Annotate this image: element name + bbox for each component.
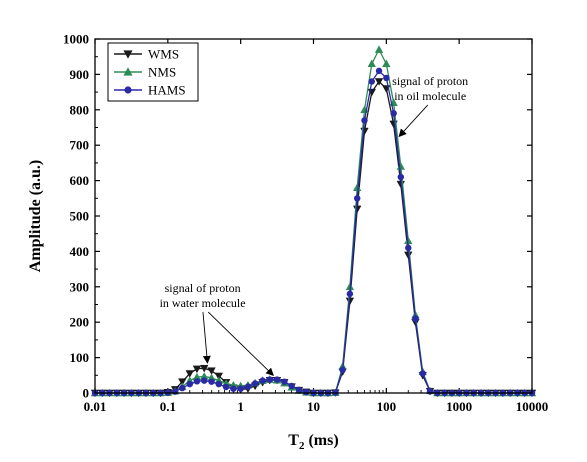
legend-label-nms: NMS xyxy=(148,65,176,80)
data-point-hams xyxy=(390,110,397,117)
data-point-hams xyxy=(259,377,266,384)
data-point-nms xyxy=(352,183,362,191)
data-point-hams xyxy=(288,382,295,390)
y-tick-label: 700 xyxy=(70,138,90,153)
data-point-wms xyxy=(200,364,209,373)
x-tick-label: 0.1 xyxy=(160,399,176,414)
series-wms xyxy=(90,78,537,398)
annotation-line: in oil molecule xyxy=(394,89,466,103)
y-tick-label: 1000 xyxy=(63,32,89,47)
y-axis-ticks: 0 100 200 300 400 500 600 700 800 900 1000 xyxy=(63,32,532,401)
data-point-hams xyxy=(353,195,361,202)
annotation-oil: signal of proton in oil molecule xyxy=(392,74,468,138)
data-point-hams xyxy=(171,388,179,395)
data-point-hams xyxy=(281,378,288,385)
legend-label-hams: HAMS xyxy=(148,83,186,98)
data-point-hams xyxy=(419,370,426,377)
data-point-hams xyxy=(244,383,252,390)
x-tick-label: 10 xyxy=(307,399,320,414)
legend: WMS NMS HAMS xyxy=(107,42,199,102)
data-point-hams xyxy=(266,376,274,383)
data-point-hams xyxy=(375,67,383,75)
data-point-hams xyxy=(405,244,412,252)
legend-label-wms: WMS xyxy=(148,47,179,62)
y-tick-label: 0 xyxy=(83,386,90,401)
data-point-hams xyxy=(339,366,346,374)
data-point-hams xyxy=(237,385,244,392)
x-tick-label: 10000 xyxy=(516,399,549,414)
data-point-nms xyxy=(374,45,384,53)
y-axis-title: Amplitude (a.u.) xyxy=(27,160,44,272)
data-point-hams xyxy=(230,385,237,392)
data-point-hams xyxy=(383,74,390,82)
legend-marker xyxy=(123,50,133,59)
data-point-hams xyxy=(222,383,230,391)
y-tick-label: 300 xyxy=(70,279,90,294)
x-axis-title-main: T xyxy=(288,432,299,449)
series-line-hams xyxy=(95,69,532,394)
legend-marker xyxy=(123,67,133,76)
series-hams xyxy=(91,67,536,397)
x-tick-label: 1 xyxy=(237,399,244,414)
data-point-wms xyxy=(178,378,187,386)
y-tick-label: 600 xyxy=(70,173,90,188)
x-axis-title: T2 (ms) xyxy=(288,432,338,452)
annotation-arrow xyxy=(202,312,211,364)
data-point-nms xyxy=(367,59,376,68)
x-tick-label: 0.01 xyxy=(84,399,107,414)
annotation-arrow xyxy=(207,311,274,376)
data-point-hams xyxy=(208,378,215,385)
legend-marker xyxy=(124,86,132,94)
x-axis-title-subscript: 2 xyxy=(299,440,305,452)
data-point-hams xyxy=(295,386,303,394)
annotation-text: signal of proton in water molecule xyxy=(160,281,246,310)
annotation-text: signal of proton in oil molecule xyxy=(392,74,468,103)
data-point-hams xyxy=(361,117,368,124)
data-point-hams xyxy=(200,377,208,384)
data-point-hams xyxy=(273,376,281,383)
x-tick-label: 1000 xyxy=(446,399,472,414)
data-point-hams xyxy=(186,380,193,388)
series-line-wms xyxy=(95,80,532,394)
annotation-line: in water molecule xyxy=(160,296,246,310)
data-point-wms xyxy=(207,367,216,376)
data-point-wms xyxy=(192,365,202,374)
y-tick-label: 900 xyxy=(70,67,90,82)
data-point-hams xyxy=(397,173,405,181)
annotation-line: signal of proton xyxy=(165,281,241,295)
data-point-hams xyxy=(193,378,201,385)
data-point-wms xyxy=(185,370,194,378)
x-tick-label: 100 xyxy=(377,399,397,414)
x-axis-title-unit: (ms) xyxy=(304,432,338,449)
annotation-arrow xyxy=(398,104,429,138)
annotation-water: signal of proton in water molecule xyxy=(160,281,274,376)
y-tick-label: 100 xyxy=(70,350,90,365)
data-point-nms xyxy=(382,59,391,68)
y-tick-label: 800 xyxy=(70,102,90,117)
data-point-hams xyxy=(302,388,310,396)
data-point-hams xyxy=(412,315,419,322)
annotation-line: signal of proton xyxy=(392,74,468,88)
y-tick-label: 200 xyxy=(70,315,90,330)
data-point-hams xyxy=(215,380,223,388)
plot-frame xyxy=(94,38,533,394)
y-tick-label: 400 xyxy=(70,244,90,259)
data-point-wms xyxy=(374,78,384,86)
data-point-hams xyxy=(368,78,375,85)
data-point-hams xyxy=(346,290,354,298)
y-tick-label: 500 xyxy=(70,209,90,224)
data-point-hams xyxy=(179,384,186,392)
data-point-hams xyxy=(251,380,259,387)
